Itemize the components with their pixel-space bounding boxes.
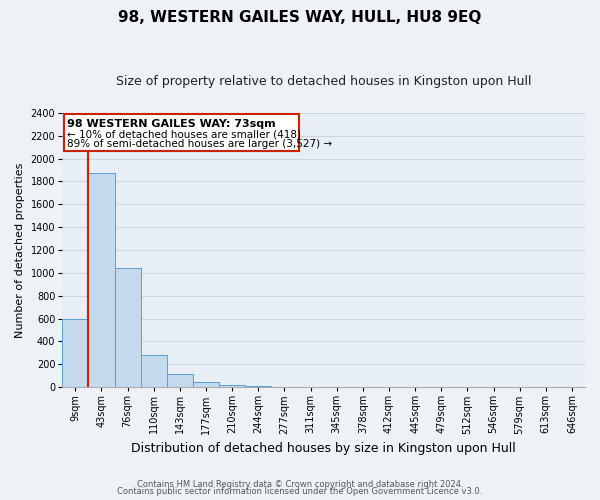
Bar	[167, 374, 193, 387]
Text: 98 WESTERN GAILES WAY: 73sqm: 98 WESTERN GAILES WAY: 73sqm	[67, 119, 276, 129]
Bar	[271, 386, 298, 387]
Bar	[62, 318, 88, 387]
Y-axis label: Number of detached properties: Number of detached properties	[15, 162, 25, 338]
X-axis label: Distribution of detached houses by size in Kingston upon Hull: Distribution of detached houses by size …	[131, 442, 516, 455]
Bar	[140, 355, 167, 387]
Bar	[245, 386, 271, 387]
Text: Contains public sector information licensed under the Open Government Licence v3: Contains public sector information licen…	[118, 487, 482, 496]
Text: Contains HM Land Registry data © Crown copyright and database right 2024.: Contains HM Land Registry data © Crown c…	[137, 480, 463, 489]
Bar	[88, 174, 115, 387]
Bar	[219, 385, 245, 387]
Title: Size of property relative to detached houses in Kingston upon Hull: Size of property relative to detached ho…	[116, 75, 532, 88]
Bar	[193, 382, 219, 387]
Text: ← 10% of detached houses are smaller (418): ← 10% of detached houses are smaller (41…	[67, 130, 301, 140]
Bar	[115, 268, 140, 387]
Text: 98, WESTERN GAILES WAY, HULL, HU8 9EQ: 98, WESTERN GAILES WAY, HULL, HU8 9EQ	[118, 10, 482, 25]
FancyBboxPatch shape	[64, 114, 299, 151]
Text: 89% of semi-detached houses are larger (3,527) →: 89% of semi-detached houses are larger (…	[67, 139, 332, 149]
